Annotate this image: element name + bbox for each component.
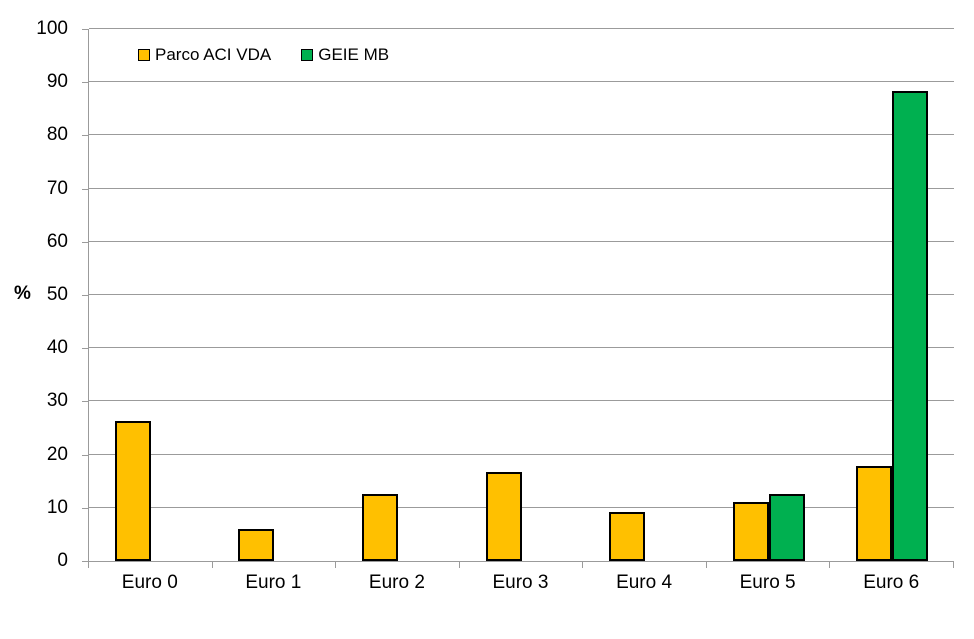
category-euro-5 bbox=[707, 493, 831, 561]
category-euro-0 bbox=[89, 420, 213, 561]
y-tick-70 bbox=[82, 188, 88, 190]
legend-swatch-parco-aci-vda-icon bbox=[138, 48, 150, 61]
bar-geie-mb-euro-5 bbox=[768, 493, 805, 561]
y-tick-label-20: 20 bbox=[46, 443, 68, 465]
x-label-euro-1: Euro 1 bbox=[245, 572, 302, 593]
x-tick-1 bbox=[211, 562, 213, 568]
plot-area: Parco ACI VDA GEIE MB bbox=[88, 28, 954, 562]
y-tick-100 bbox=[82, 29, 88, 30]
legend-item-geie-mb: GEIE MB bbox=[301, 46, 389, 63]
legend-label-geie-mb: GEIE MB bbox=[318, 45, 390, 64]
y-axis-title: % bbox=[14, 283, 31, 304]
bar-parco-aci-vda-euro-2 bbox=[361, 493, 398, 561]
category-euro-4 bbox=[583, 511, 707, 561]
y-tick-0 bbox=[82, 561, 88, 562]
y-tick-label-80: 80 bbox=[46, 124, 68, 146]
bar-parco-aci-vda-euro-0 bbox=[114, 420, 151, 561]
x-label-euro-3: Euro 3 bbox=[492, 572, 549, 593]
gridline-30 bbox=[89, 400, 954, 402]
x-label-euro-2: Euro 2 bbox=[368, 572, 425, 593]
y-tick-label-0: 0 bbox=[57, 550, 68, 571]
gridline-50 bbox=[89, 294, 954, 295]
y-tick-50 bbox=[82, 295, 88, 296]
legend-label-parco-aci-vda: Parco ACI VDA bbox=[155, 45, 272, 64]
y-tick-label-10: 10 bbox=[46, 496, 68, 518]
gridline-40 bbox=[89, 347, 954, 349]
gridline-90 bbox=[89, 81, 954, 83]
x-label-euro-4: Euro 4 bbox=[616, 572, 673, 593]
y-tick-60 bbox=[82, 241, 88, 243]
x-tick-6 bbox=[829, 562, 831, 568]
x-tick-3 bbox=[458, 562, 460, 568]
category-euro-3 bbox=[460, 472, 584, 561]
legend-item-parco-aci-vda: Parco ACI VDA bbox=[138, 46, 271, 63]
x-label-euro-0: Euro 0 bbox=[121, 572, 178, 593]
y-tick-label-40: 40 bbox=[46, 337, 68, 359]
y-tick-label-70: 70 bbox=[46, 177, 68, 199]
x-label-euro-5: Euro 5 bbox=[739, 572, 796, 593]
y-tick-20 bbox=[82, 454, 88, 456]
bar-parco-aci-vda-euro-5 bbox=[732, 501, 769, 561]
y-tick-10 bbox=[82, 507, 88, 509]
category-euro-6 bbox=[830, 91, 954, 561]
x-label-euro-6: Euro 6 bbox=[863, 572, 920, 593]
y-tick-40 bbox=[82, 348, 88, 350]
gridline-60 bbox=[89, 240, 954, 242]
bars-container bbox=[89, 29, 954, 561]
x-tick-7 bbox=[953, 562, 954, 568]
y-tick-30 bbox=[82, 401, 88, 403]
y-tick-label-60: 60 bbox=[46, 230, 68, 252]
gridline-20 bbox=[89, 453, 954, 455]
bar-parco-aci-vda-euro-1 bbox=[238, 528, 275, 561]
legend-swatch-geie-mb-icon bbox=[301, 48, 314, 61]
x-tick-2 bbox=[335, 562, 337, 568]
y-tick-label-100: 100 bbox=[36, 18, 68, 39]
gridline-70 bbox=[89, 187, 954, 189]
y-tick-label-50: 50 bbox=[46, 284, 68, 305]
y-tick-label-30: 30 bbox=[46, 390, 68, 412]
y-tick-90 bbox=[82, 82, 88, 84]
bar-parco-aci-vda-euro-6 bbox=[856, 465, 893, 561]
bar-parco-aci-vda-euro-4 bbox=[609, 511, 646, 561]
legend: Parco ACI VDA GEIE MB bbox=[138, 46, 389, 63]
y-tick-80 bbox=[82, 135, 88, 137]
x-tick-0 bbox=[88, 562, 89, 568]
gridline-80 bbox=[89, 134, 954, 136]
x-tick-5 bbox=[705, 562, 707, 568]
x-tick-4 bbox=[582, 562, 584, 568]
category-euro-2 bbox=[336, 493, 460, 561]
bar-geie-mb-euro-6 bbox=[892, 91, 929, 561]
category-euro-1 bbox=[213, 528, 337, 561]
bar-parco-aci-vda-euro-3 bbox=[485, 472, 522, 561]
gridline-100 bbox=[89, 28, 954, 29]
y-tick-label-90: 90 bbox=[46, 71, 68, 93]
